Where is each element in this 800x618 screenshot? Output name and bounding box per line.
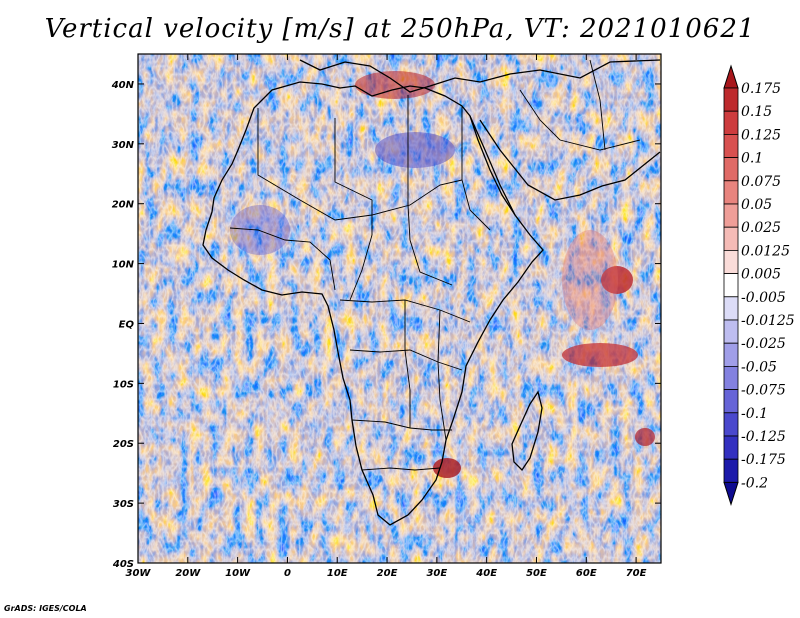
x-tick-label: 20W xyxy=(175,568,201,579)
field-feature-6 xyxy=(355,71,435,99)
field-feature-7 xyxy=(562,230,618,330)
x-tick-label: 30W xyxy=(126,568,152,579)
colorbar-label: -0.175 xyxy=(741,452,786,468)
coastlines xyxy=(202,59,661,526)
colorbar-label: 0.0125 xyxy=(741,243,790,259)
colorbar-min-triangle xyxy=(723,481,739,507)
colorbar: 0.175 0.15 0.125 0.1 0.075 0.05 0.025 0.0125 0.0… xyxy=(723,64,795,507)
x-tick-label: 10E xyxy=(327,568,348,579)
colorbar-box xyxy=(723,226,739,251)
colorbar-label: -0.2 xyxy=(741,475,768,491)
colorbar-box xyxy=(723,435,739,460)
y-tick-label: 30N xyxy=(112,140,135,151)
y-tick-label: 30S xyxy=(113,499,134,510)
colorbar-label: 0.005 xyxy=(741,267,781,283)
x-tick-label: 10W xyxy=(225,568,251,579)
y-tick-label: 20S xyxy=(113,439,134,450)
x-tick-label: 70E xyxy=(626,568,647,579)
field-feature-4 xyxy=(375,132,455,168)
colorbar-label: -0.005 xyxy=(741,290,786,306)
colorbar-label: 0.1 xyxy=(741,151,763,167)
colorbar-label: -0.075 xyxy=(741,383,786,399)
colorbar-label: 0.075 xyxy=(741,174,781,190)
colorbar-box xyxy=(723,319,739,344)
red-sea xyxy=(469,115,516,216)
x-tick-label: 40E xyxy=(475,568,497,579)
colorbar-label: -0.05 xyxy=(741,359,777,375)
colorbar-label: 0.025 xyxy=(741,220,781,236)
x-tick-label: 30E xyxy=(426,568,447,579)
plot-frame xyxy=(137,53,662,564)
axis-ticks: 30W 20W 10W 0 10E 20E 30E 40E 50E 60E 70E 40N 30N 20N… xyxy=(111,54,661,579)
field-feature-1 xyxy=(562,343,638,367)
y-tick-label: 10S xyxy=(113,379,134,390)
y-tick-label: 10N xyxy=(112,260,135,271)
colorbar-box xyxy=(723,296,739,321)
field-feature-2 xyxy=(433,458,461,478)
africa-coastline xyxy=(202,81,544,526)
colorbar-label: 0.15 xyxy=(741,104,772,120)
grads-credit: GrADS: IGES/COLA xyxy=(4,604,87,613)
field-feature-0 xyxy=(601,266,633,294)
colorbar-box xyxy=(723,365,739,390)
colorbar-label: -0.025 xyxy=(741,336,786,352)
x-tick-label: 20E xyxy=(377,568,398,579)
field-feature-5 xyxy=(230,205,290,255)
colorbar-box xyxy=(723,273,739,298)
colorbar-label: -0.1 xyxy=(741,406,768,422)
y-tick-label: 20N xyxy=(112,200,135,211)
colorbar-box xyxy=(723,342,739,367)
mediterranean-north xyxy=(299,59,661,93)
x-tick-label: 60E xyxy=(576,568,597,579)
colorbar-label: 0.125 xyxy=(741,127,781,143)
y-tick-label: EQ xyxy=(119,319,135,330)
colorbar-box xyxy=(723,157,739,182)
chart-title: Vertical velocity [m/s] at 250hPa, VT: 2… xyxy=(44,14,756,44)
colorbar-max-triangle xyxy=(723,64,739,89)
colorbar-label: -0.125 xyxy=(741,429,786,445)
country-borders xyxy=(229,59,641,471)
colorbar-box xyxy=(723,180,739,205)
colorbar-label: 0.05 xyxy=(741,197,772,213)
madagascar-coastline xyxy=(511,390,543,472)
arabia-coastline xyxy=(479,119,661,201)
colorbar-box xyxy=(723,389,739,414)
colorbar-box xyxy=(723,412,739,437)
colorbar-box xyxy=(723,110,739,135)
x-tick-label: 50E xyxy=(526,568,547,579)
velocity-field xyxy=(138,54,661,563)
colorbar-box xyxy=(723,458,739,483)
y-tick-label: 40S xyxy=(112,559,134,570)
colorbar-label: -0.0125 xyxy=(741,313,795,329)
colorbar-label: 0.175 xyxy=(741,81,781,97)
colorbar-box xyxy=(723,87,739,112)
colorbar-box xyxy=(723,203,739,228)
field-feature-3 xyxy=(635,428,655,446)
colorbar-box xyxy=(723,133,739,158)
y-tick-label: 40N xyxy=(111,80,135,91)
x-tick-label: 0 xyxy=(284,568,291,579)
colorbar-box xyxy=(723,249,739,274)
